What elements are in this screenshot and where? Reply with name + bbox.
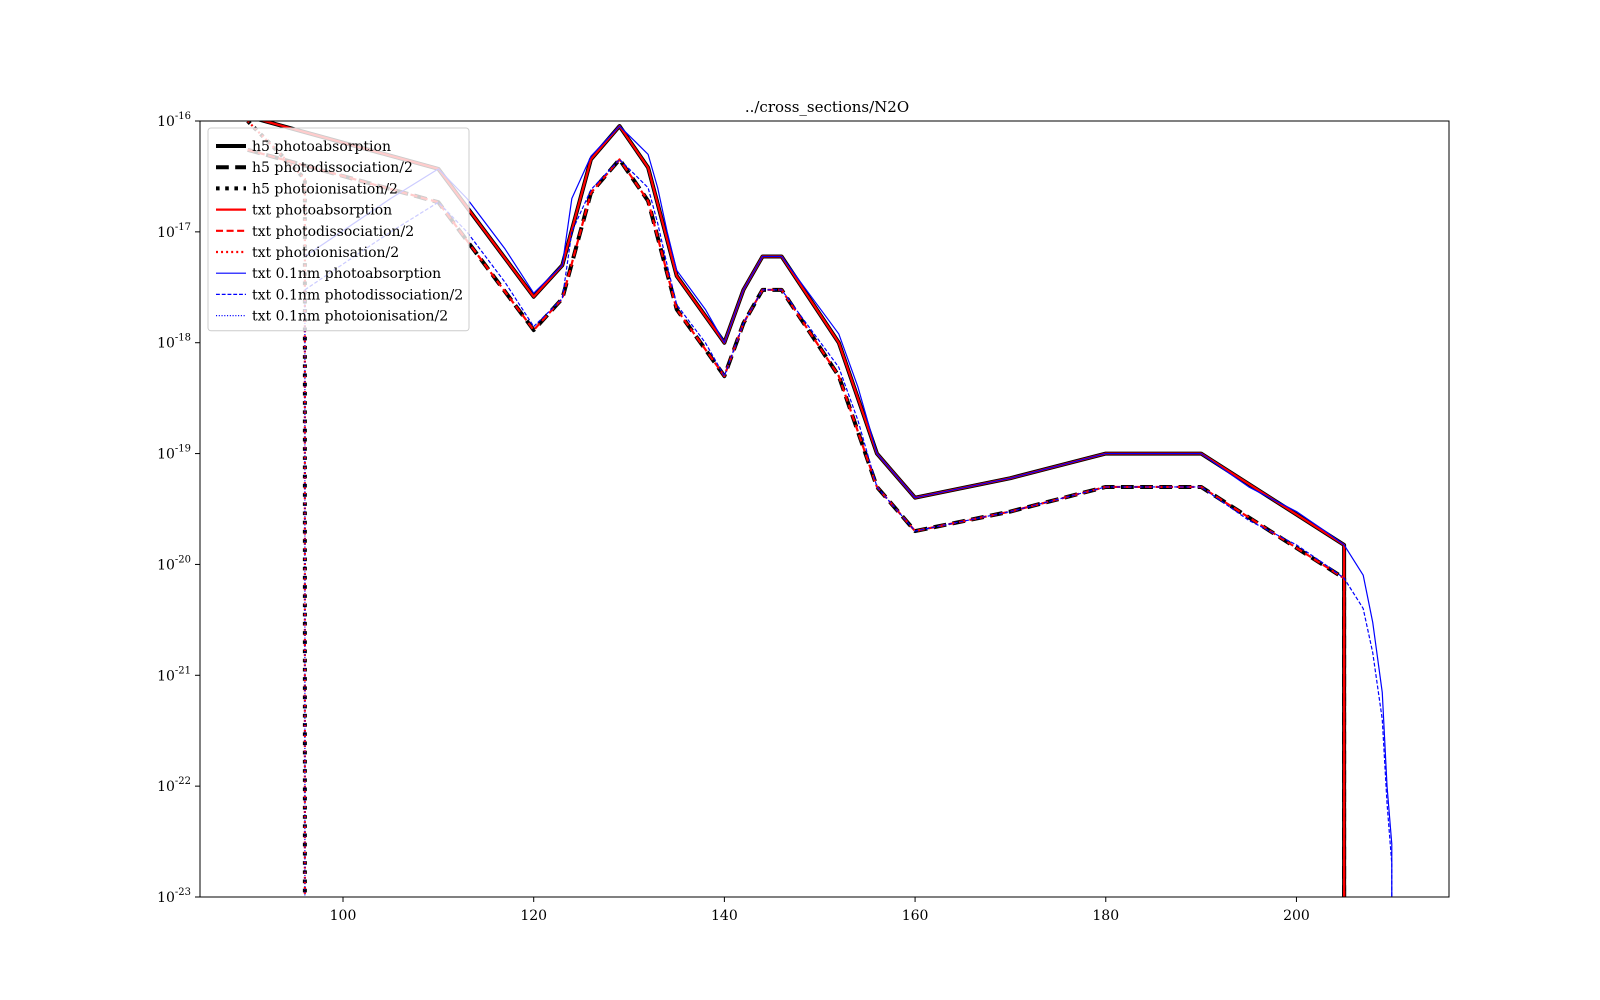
legend-label: h5 photoionisation/2 bbox=[252, 181, 398, 197]
x-tick-label: 180 bbox=[1092, 908, 1119, 924]
series-line-7 bbox=[304, 125, 1393, 897]
x-tick-label: 120 bbox=[520, 908, 547, 924]
y-tick-label: 10-23 bbox=[157, 887, 191, 906]
legend-label: txt 0.1nm photoabsorption bbox=[252, 266, 441, 282]
series-line-8 bbox=[304, 158, 1393, 897]
y-tick-label: 10-20 bbox=[157, 554, 191, 573]
legend-label: h5 photodissociation/2 bbox=[252, 160, 413, 176]
plot-frame bbox=[199, 120, 1450, 898]
legend-box bbox=[207, 127, 470, 332]
series-line-5 bbox=[247, 148, 1346, 897]
chart-title: ../cross_sections/N2O bbox=[745, 98, 909, 116]
legend: h5 photoabsorption h5 photodissociation/2… bbox=[207, 127, 470, 332]
y-tick-label: 10-22 bbox=[157, 776, 191, 795]
legend-label: txt photoabsorption bbox=[252, 203, 392, 219]
x-tick-label: 200 bbox=[1283, 908, 1310, 924]
legend-label: txt 0.1nm photodissociation/2 bbox=[252, 287, 463, 303]
legend-label: txt 0.1nm photoionisation/2 bbox=[252, 309, 448, 325]
x-tick-label: 100 bbox=[330, 908, 357, 924]
y-axis: 10-16 10-17 10-18 10-19 10-20 10-21 10-22 10-23 bbox=[157, 111, 200, 906]
legend-label: txt photoionisation/2 bbox=[252, 245, 399, 261]
x-axis: 100 120 140 160 180 200 bbox=[330, 897, 1310, 924]
legend-label: h5 photoabsorption bbox=[252, 139, 391, 155]
y-tick-label: 10-18 bbox=[157, 333, 191, 352]
x-tick-label: 160 bbox=[902, 908, 929, 924]
y-tick-label: 10-19 bbox=[157, 444, 191, 463]
y-tick-label: 10-21 bbox=[157, 665, 191, 684]
legend-label: txt photodissociation/2 bbox=[252, 224, 414, 240]
x-tick-label: 140 bbox=[711, 908, 738, 924]
y-tick-label: 10-17 bbox=[157, 222, 191, 241]
y-tick-label: 10-16 bbox=[157, 111, 191, 130]
